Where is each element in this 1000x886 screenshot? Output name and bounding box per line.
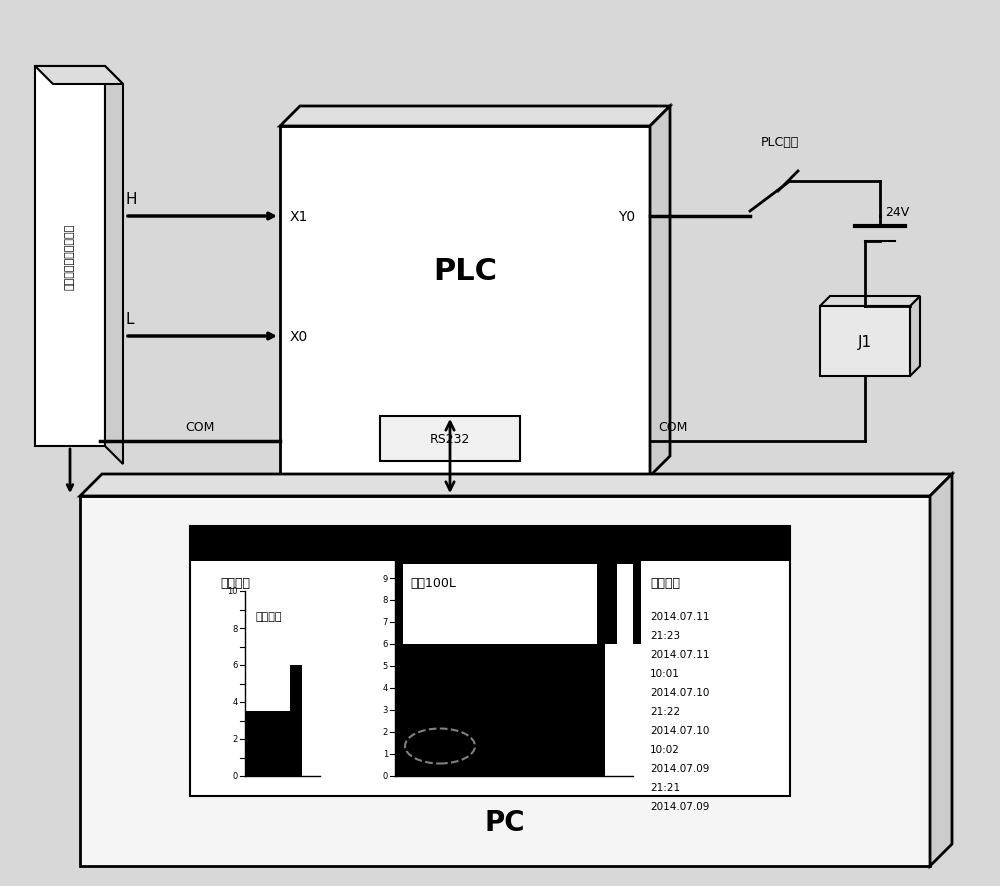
Text: 3: 3: [383, 706, 388, 715]
Text: 2014.07.10: 2014.07.10: [650, 688, 709, 697]
Text: PC: PC: [485, 808, 525, 836]
Text: X0: X0: [290, 330, 308, 344]
Text: H: H: [125, 191, 137, 206]
Bar: [597, 556, 617, 644]
Polygon shape: [820, 297, 920, 307]
Bar: [290, 665, 302, 776]
Polygon shape: [930, 475, 952, 866]
Polygon shape: [35, 67, 123, 85]
Text: 24V: 24V: [885, 206, 909, 218]
Text: 10:02: 10:02: [650, 744, 680, 754]
Text: 系统监测: 系统监测: [425, 708, 455, 721]
Bar: [633, 556, 641, 644]
Text: 10: 10: [378, 552, 388, 561]
Text: 2014.07.11: 2014.07.11: [650, 649, 710, 659]
Polygon shape: [650, 107, 670, 477]
Bar: [395, 556, 403, 644]
Text: 8: 8: [233, 624, 238, 633]
Text: 2014.07.09: 2014.07.09: [650, 763, 709, 773]
Text: RS232: RS232: [430, 432, 470, 446]
Text: 4: 4: [233, 697, 238, 707]
Text: 加注记录: 加注记录: [650, 577, 680, 589]
Polygon shape: [280, 107, 670, 127]
Text: 6: 6: [233, 661, 238, 670]
Text: 7: 7: [383, 618, 388, 626]
FancyBboxPatch shape: [80, 496, 930, 866]
Bar: [395, 644, 605, 776]
Text: 液氮杜瓦: 液氮杜瓦: [255, 611, 282, 621]
Bar: [395, 556, 638, 564]
Text: 电容式液氮液位传感器: 电容式液氮液位传感器: [65, 223, 75, 290]
Text: PLC结点: PLC结点: [761, 136, 799, 148]
Text: 2014.07.10: 2014.07.10: [650, 725, 709, 735]
Text: 2014.07.11: 2014.07.11: [650, 611, 710, 621]
Text: PLC: PLC: [433, 257, 497, 286]
Text: 液罐100L: 液罐100L: [410, 577, 456, 589]
Text: Y0: Y0: [618, 210, 635, 224]
Text: 2: 2: [383, 727, 388, 736]
Polygon shape: [105, 67, 123, 464]
Polygon shape: [910, 297, 920, 377]
Text: 8: 8: [383, 595, 388, 605]
Text: 10: 10: [228, 587, 238, 595]
Text: 10:01: 10:01: [650, 668, 680, 679]
Text: 2: 2: [233, 734, 238, 743]
Text: 21:21: 21:21: [650, 782, 680, 792]
Text: COM: COM: [185, 421, 215, 433]
Text: 4: 4: [383, 684, 388, 693]
FancyBboxPatch shape: [820, 307, 910, 377]
Text: 21:22: 21:22: [650, 706, 680, 716]
Bar: [245, 711, 290, 776]
Text: 0: 0: [383, 772, 388, 781]
FancyBboxPatch shape: [380, 416, 520, 462]
Text: X1: X1: [290, 210, 308, 224]
Text: J1: J1: [858, 334, 872, 349]
FancyBboxPatch shape: [190, 526, 790, 797]
Polygon shape: [35, 67, 105, 447]
Polygon shape: [80, 475, 952, 496]
Text: L: L: [125, 312, 134, 327]
Text: 0: 0: [233, 772, 238, 781]
Text: 2014.07.09: 2014.07.09: [650, 801, 709, 811]
FancyBboxPatch shape: [280, 127, 650, 477]
Text: 自动加注: 自动加注: [220, 577, 250, 589]
Text: 9: 9: [383, 574, 388, 583]
Text: 1: 1: [383, 750, 388, 758]
Text: COM: COM: [658, 421, 687, 433]
Text: 6: 6: [383, 640, 388, 649]
Text: 5: 5: [383, 662, 388, 671]
FancyBboxPatch shape: [190, 526, 790, 562]
Text: 21:23: 21:23: [650, 630, 680, 641]
